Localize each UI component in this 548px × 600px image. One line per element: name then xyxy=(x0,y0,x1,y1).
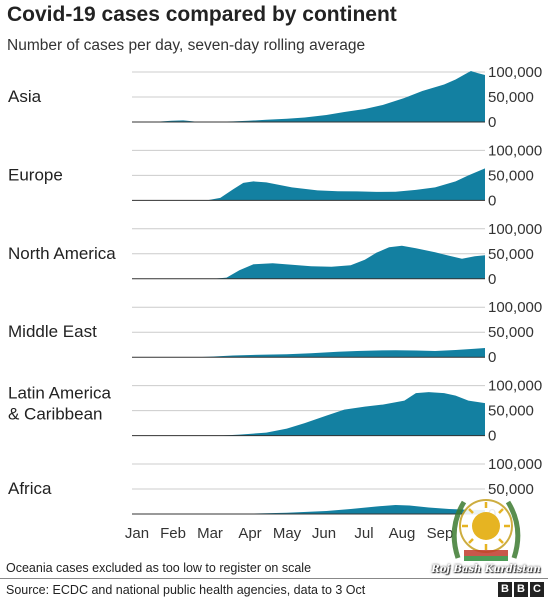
x-tick-label: Sep xyxy=(427,525,454,542)
y-tick-label: 100,000 xyxy=(488,378,542,395)
x-tick-label: Jul xyxy=(354,525,373,542)
watermark-emblem: Roj Bash Kurdistan xyxy=(428,488,544,580)
footer-divider xyxy=(0,578,548,579)
panel-label: Middle East xyxy=(8,322,97,341)
footnote: Oceania cases excluded as too low to reg… xyxy=(6,561,312,575)
panel-label: Europe xyxy=(8,165,63,184)
y-tick-label: 100,000 xyxy=(488,299,542,316)
panel-label: North America xyxy=(8,244,116,263)
x-tick-label: Aug xyxy=(389,525,416,542)
chart-title: Covid-19 cases compared by continent xyxy=(7,3,397,26)
x-tick-label: Apr xyxy=(238,525,261,542)
chart-subtitle: Number of cases per day, seven-day rolli… xyxy=(7,37,366,54)
area-series xyxy=(132,168,485,201)
y-tick-label: 0 xyxy=(488,271,496,288)
x-tick-label: Jan xyxy=(125,525,149,542)
watermark-text: Roj Bash Kurdistan xyxy=(431,564,541,575)
bbc-logo-letter: B xyxy=(514,582,528,597)
y-tick-label: 50,000 xyxy=(488,167,534,184)
panel-label: & Caribbean xyxy=(8,405,103,424)
y-tick-label: 50,000 xyxy=(488,481,534,498)
y-tick-label: 0 xyxy=(488,428,496,445)
area-series xyxy=(132,245,485,279)
panel-label: Latin America xyxy=(8,384,112,403)
y-tick-label: 50,000 xyxy=(488,89,534,106)
bbc-logo: B B C xyxy=(498,582,544,597)
area-series xyxy=(132,505,485,514)
y-tick-label: 50,000 xyxy=(488,324,534,341)
source-note: Source: ECDC and national public health … xyxy=(6,583,366,597)
panel-label: Asia xyxy=(8,87,42,106)
y-tick-label: 100,000 xyxy=(488,142,542,159)
x-tick-label: May xyxy=(273,525,302,542)
bbc-logo-letter: B xyxy=(498,582,512,597)
y-tick-label: 100,000 xyxy=(488,456,542,473)
y-tick-label: 100,000 xyxy=(488,221,542,238)
bbc-logo-letter: C xyxy=(530,582,544,597)
small-multiples-chart: 0 50,000 100,000 Asia 0 50,000 100,000 Europe 0 5… xyxy=(8,64,542,542)
x-tick-label: Jun xyxy=(312,525,336,542)
area-series xyxy=(132,71,485,122)
y-tick-label: 50,000 xyxy=(488,246,534,263)
panel-label: Africa xyxy=(8,479,52,498)
area-series xyxy=(132,348,485,358)
y-tick-label: 0 xyxy=(488,192,496,209)
x-tick-label: Mar xyxy=(197,525,223,542)
x-tick-label: Feb xyxy=(160,525,186,542)
y-tick-label: 50,000 xyxy=(488,403,534,420)
y-tick-label: 100,000 xyxy=(488,64,542,81)
area-series xyxy=(132,392,485,436)
sun-emblem-icon xyxy=(451,499,521,561)
y-tick-label: 0 xyxy=(488,114,496,131)
y-tick-label: 0 xyxy=(488,349,496,366)
